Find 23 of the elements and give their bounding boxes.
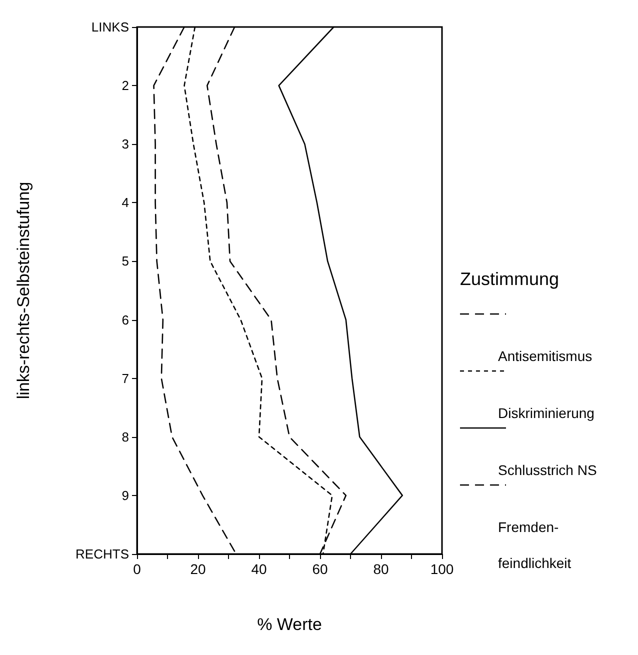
x-tick-label: 100: [430, 561, 454, 577]
x-tick-label: 0: [133, 561, 142, 577]
text: Fremden-feindlichkeit: [498, 519, 572, 571]
y-tick-label: 2: [122, 78, 129, 94]
text: Antisemitismus: [498, 348, 592, 364]
y-tick-label: 8: [122, 429, 129, 444]
x-tick-label: 60: [312, 561, 328, 577]
text: Schlusstrich NS: [498, 462, 597, 478]
text: Diskriminierung: [498, 405, 594, 421]
legend-title: Zustimmung: [460, 269, 560, 289]
y-axis-title: links-rechts-Selbsteinstufung: [14, 182, 33, 400]
x-tick-label: 80: [373, 561, 389, 577]
x-tick-label: 40: [251, 561, 267, 577]
y-tick-label: 7: [122, 370, 129, 386]
y-tick-label: LINKS: [91, 20, 130, 34]
y-tick-label: 5: [122, 254, 129, 269]
y-tick-label: RECHTS: [76, 546, 130, 562]
x-axis-title: % Werte: [257, 615, 322, 634]
x-tick-label: 20: [190, 561, 206, 577]
y-tick-label: 9: [122, 488, 129, 503]
y-tick-label: 3: [122, 136, 129, 152]
y-tick-label: 4: [122, 195, 129, 210]
y-tick-label: 6: [122, 312, 129, 328]
